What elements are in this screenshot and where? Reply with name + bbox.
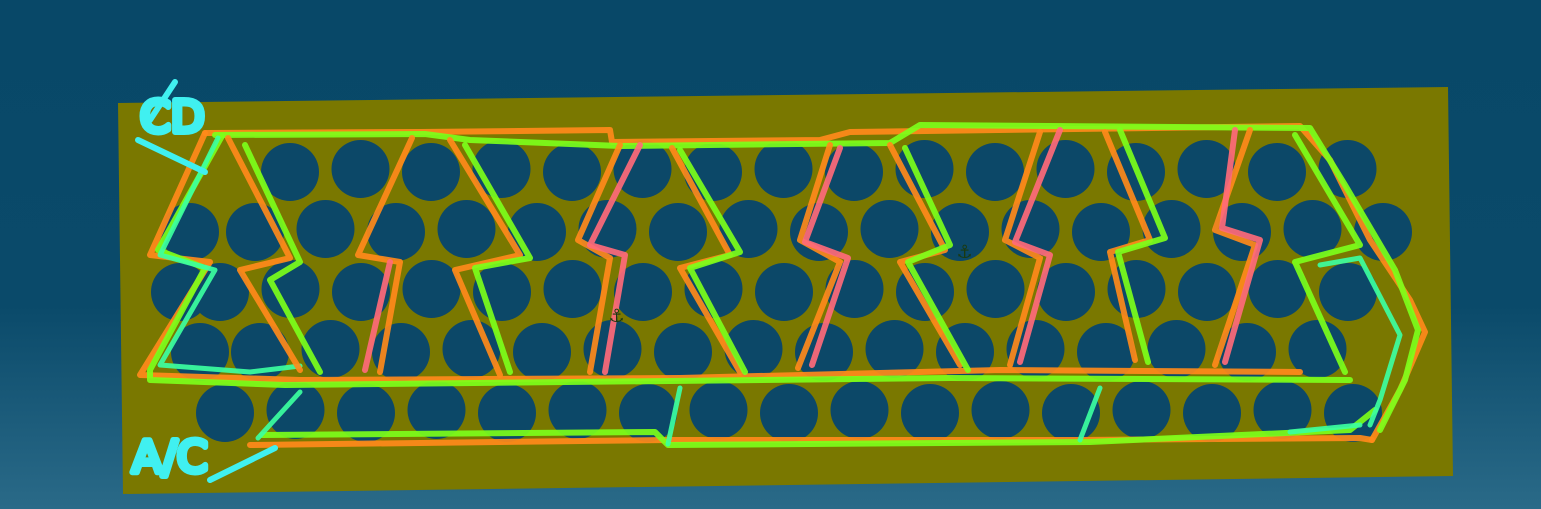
zigzag-10-orange <box>1212 127 1258 368</box>
hole <box>860 200 919 258</box>
hole <box>296 200 355 258</box>
hole <box>1177 140 1236 198</box>
hole <box>402 143 460 201</box>
hole <box>966 143 1024 201</box>
annotation-ac-leader-line <box>207 445 278 483</box>
zigzag-1-green <box>242 142 323 375</box>
hole <box>1183 384 1241 442</box>
hole <box>332 263 390 321</box>
hole <box>331 140 390 198</box>
zigzag-4-green <box>902 145 971 373</box>
hole <box>760 384 818 442</box>
hole <box>402 260 461 318</box>
zigzag-2-pink <box>802 145 851 368</box>
hole <box>478 384 536 442</box>
anchor-marker-2: ⚓ <box>958 239 972 264</box>
annotation-cd-leader-line <box>135 137 208 175</box>
hole <box>830 381 889 439</box>
hole <box>543 260 602 318</box>
freehand-outlines <box>137 122 1428 448</box>
hole <box>1147 320 1206 378</box>
annotation-cd: CD <box>135 79 208 175</box>
hole <box>266 381 325 439</box>
outline-top-green <box>212 122 1421 433</box>
hole <box>196 384 254 442</box>
hole <box>654 323 712 381</box>
zigzag-5-green <box>1115 127 1168 365</box>
hole <box>754 140 813 198</box>
hole-grid <box>151 140 1412 442</box>
hole <box>337 384 395 442</box>
hole <box>971 381 1030 439</box>
hole <box>619 384 677 442</box>
hole <box>437 200 496 258</box>
annotation-ac-label: A/C <box>132 432 208 483</box>
hole <box>613 140 672 198</box>
zigzag-4-pink <box>1219 127 1263 365</box>
hole <box>1037 263 1095 321</box>
zigzag-2-green <box>462 142 533 375</box>
hole <box>1112 381 1171 439</box>
hole <box>1283 200 1342 258</box>
hole <box>865 320 924 378</box>
hole <box>548 381 607 439</box>
hole <box>755 263 813 321</box>
hole <box>442 320 501 378</box>
zigzag-1-orange <box>225 135 303 373</box>
zigzag-6-green <box>1292 132 1363 375</box>
hole <box>231 323 289 381</box>
hole <box>689 381 748 439</box>
zigzag-8-orange <box>1002 129 1043 368</box>
zigzag-1-pink <box>587 142 643 375</box>
hole <box>1077 323 1135 381</box>
zigzag-3-green <box>677 147 748 375</box>
hole <box>1072 203 1130 261</box>
annotation-ac: A/C <box>129 429 278 486</box>
zigzag-2-orange <box>355 135 415 375</box>
hole <box>1248 143 1306 201</box>
annotation-cd-slash <box>147 79 178 123</box>
annotation-cd-label: CD <box>140 92 205 143</box>
hole <box>1253 381 1312 439</box>
outline-right-teal <box>1317 255 1403 428</box>
anchor-marker-1: ⚓ <box>610 303 624 328</box>
hole <box>649 203 707 261</box>
hole <box>614 263 672 321</box>
hole <box>513 323 571 381</box>
hole <box>367 203 425 261</box>
hole <box>1248 260 1307 318</box>
zigzag-6-orange <box>795 142 843 371</box>
hole <box>1354 203 1412 261</box>
hole <box>1178 263 1236 321</box>
hole <box>407 381 466 439</box>
hole <box>901 384 959 442</box>
zigzag-3-pink <box>1012 127 1063 365</box>
zigzag-3-orange <box>447 137 523 378</box>
zigzag-5-pink <box>362 259 393 373</box>
outline-bottom-teal <box>255 385 1363 447</box>
hole <box>1288 320 1347 378</box>
hole <box>1318 140 1377 198</box>
hole <box>966 260 1025 318</box>
hole <box>543 143 601 201</box>
outline-left-green <box>147 133 1353 388</box>
outline-left-teal <box>157 135 303 375</box>
hole <box>191 263 249 321</box>
hole <box>1319 263 1377 321</box>
hole <box>261 143 319 201</box>
